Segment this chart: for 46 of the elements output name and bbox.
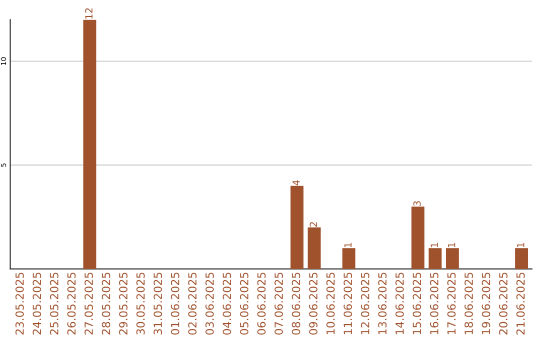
x-tick-label: 31.05.2025 [154, 272, 162, 334]
bar [411, 206, 424, 269]
bar [308, 227, 321, 269]
data-label: 1 [517, 242, 524, 248]
x-tick-label: 03.06.2025 [205, 272, 214, 335]
data-label: 1 [448, 242, 456, 248]
bar [428, 248, 442, 269]
x-tick-label: 23.05.2025 [15, 272, 24, 335]
x-tick-label: 20.06.2025 [499, 272, 508, 335]
bar [515, 248, 528, 269]
x-tick-label: 10.06.2025 [326, 272, 335, 334]
x-tick-label: 15.06.2025 [412, 272, 422, 334]
data-label: 1 [344, 242, 352, 248]
x-tick-label: 11.06.2025 [344, 272, 352, 334]
x-tick-label: 28.05.2025 [102, 272, 110, 335]
data-label: 12 [85, 8, 92, 19]
x-tick-label: 09.06.2025 [309, 272, 318, 335]
x-tick-label: 16.06.2025 [430, 272, 438, 334]
bar [446, 248, 459, 269]
x-tick-label: 13.06.2025 [378, 272, 387, 334]
data-label: 4 [292, 180, 300, 186]
x-tick-label: 19.06.2025 [482, 272, 490, 334]
x-tick-label: 01.06.2025 [170, 272, 180, 335]
x-tick-label: 17.06.2025 [447, 272, 456, 334]
x-tick-label: 06.06.2025 [257, 272, 266, 335]
x-tick-label: 08.06.2025 [292, 272, 300, 335]
x-tick-label: 12.06.2025 [360, 272, 370, 334]
bar [342, 248, 356, 269]
x-tick-label: 04.06.2025 [222, 272, 232, 335]
x-tick-label: 24.05.2025 [32, 272, 42, 335]
data-label: 3 [413, 201, 421, 206]
x-tick-label: 05.06.2025 [240, 272, 248, 335]
bar [83, 20, 96, 269]
x-tick-label: 14.06.2025 [395, 272, 404, 334]
x-tick-label: 25.05.2025 [50, 272, 58, 335]
bar [290, 186, 304, 269]
x-tick-label: 07.06.2025 [274, 272, 283, 335]
data-label: 2 [310, 222, 317, 227]
x-tick-label: 02.06.2025 [188, 272, 197, 335]
data-label: 1 [430, 242, 438, 248]
x-tick-label: 21.06.2025 [516, 272, 525, 335]
x-tick-label: 27.05.2025 [84, 272, 93, 335]
x-tick-label: 18.06.2025 [464, 272, 473, 334]
x-tick-label: 30.05.2025 [136, 272, 145, 334]
x-tick-label: 26.05.2025 [67, 272, 76, 335]
x-tick-label: 29.05.2025 [119, 272, 128, 335]
